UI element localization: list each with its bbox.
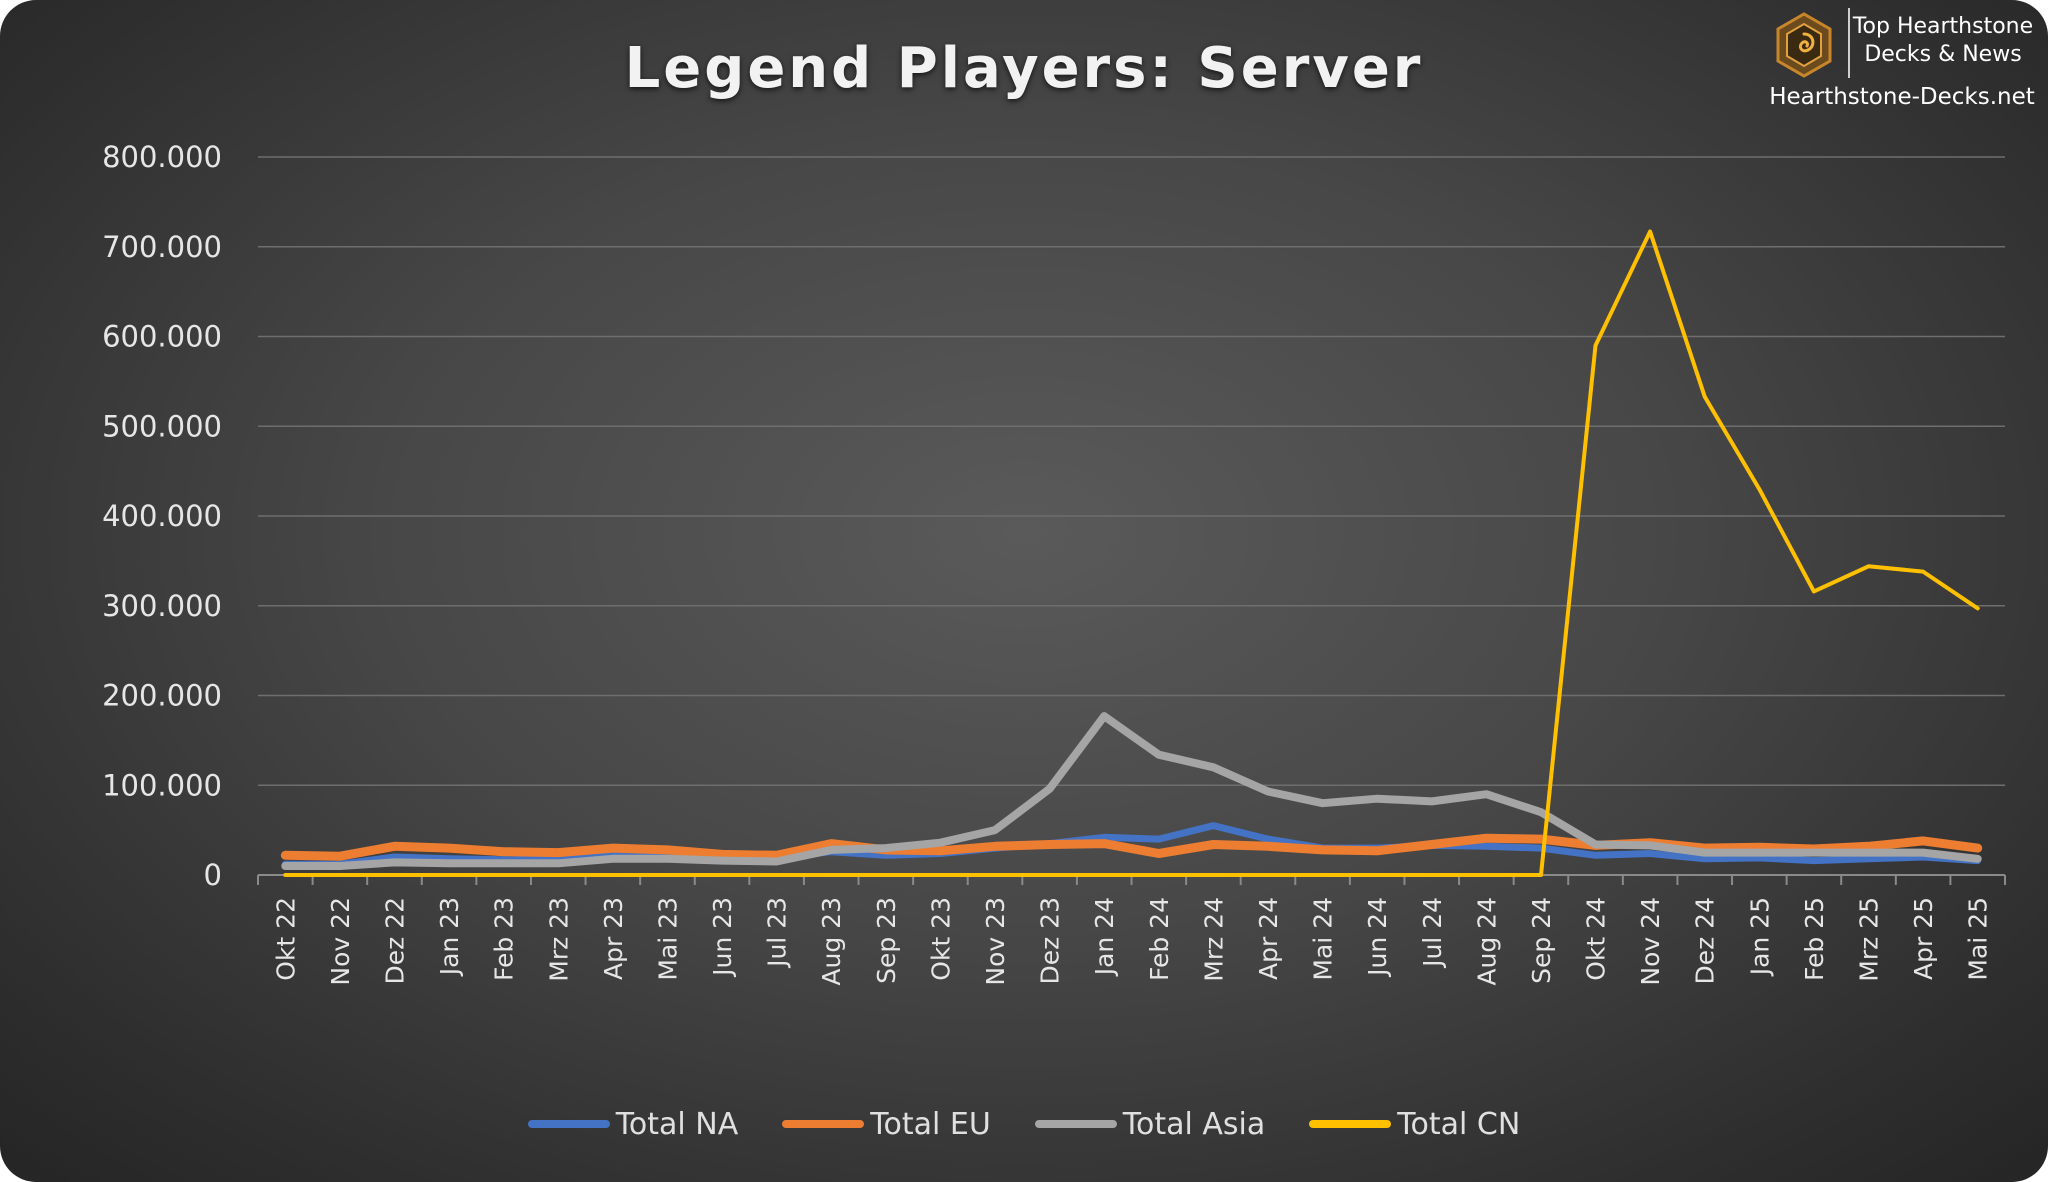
x-tick-label: Mai 24 [1309,897,1338,981]
x-tick-label: Mrz 23 [544,897,573,982]
y-axis: 0 100.000 200.000 300.000 400.000 500.000 600.… [102,140,222,892]
chart-title: Legend Players: Server [624,36,1424,101]
series-lines [280,229,1983,877]
y-tick-label: 300.000 [102,589,222,623]
legend-label: Total NA [615,1106,739,1142]
y-tick-label: 800.000 [102,140,222,174]
x-tick-label: Nov 22 [326,897,355,986]
y-tick-label: 400.000 [102,499,222,533]
x-tick-label: Feb 23 [490,897,519,981]
series-line-total-cn [283,229,1980,877]
legend-swatch [1309,1120,1392,1128]
x-tick-label: Aug 23 [817,897,846,986]
brand-website: Hearthstone-Decks.net [1769,84,2035,110]
x-tick-label: Okt 24 [1582,897,1611,981]
legend-label: Total CN [1397,1106,1521,1142]
brand-block: Top Hearthstone Decks & News Hearthstone… [1768,4,2038,116]
legend-item: Total CN [1309,1107,1520,1142]
series-line-total-asia [281,712,1982,870]
x-tick-label: Jan 23 [435,897,464,977]
x-tick-label: Mrz 25 [1855,897,1884,982]
x-tick-label: Apr 24 [1254,897,1283,980]
brand-tagline-2: Decks & News [1864,42,2022,67]
x-tick-label: Dez 24 [1691,897,1720,985]
series-line-total-eu [280,833,1983,861]
gridlines [258,156,2005,786]
x-tick-label: Mrz 24 [1199,897,1228,982]
x-tick-label: Dez 22 [380,897,409,985]
x-tick-label: Feb 24 [1145,897,1174,981]
legend-label: Total EU [870,1106,991,1142]
hearthstone-logo-icon [1776,12,1832,78]
y-tick-label: 500.000 [102,409,222,443]
x-tick-label: Jan 25 [1745,897,1774,977]
y-tick-label: 0 [204,858,222,892]
x-tick-label: Feb 25 [1800,897,1829,981]
x-tick-label: Nov 24 [1636,897,1665,986]
legend-item: Total Asia [1034,1106,1266,1142]
legend: Total NA Total EU Total Asia Total CN [0,1100,2048,1148]
brand-tagline-1: Top Hearthstone [1852,14,2034,39]
x-tick-label: Jul 24 [1418,897,1447,969]
x-tick-label: Dez 23 [1036,897,1065,985]
x-tick-label: Sep 24 [1527,897,1556,984]
x-tick-label: Aug 24 [1472,897,1501,986]
x-tick-label: Jul 23 [763,897,792,969]
y-tick-label: 200.000 [102,679,222,713]
legend-swatch [527,1120,610,1128]
x-tick-label: Jun 23 [708,897,737,978]
x-tick-label: Apr 23 [599,897,628,980]
x-axis: Okt 22 Nov 22 Dez 22 Jan 23 Feb 23 Mrz 23 Apr … [257,874,2006,986]
brand-divider [1848,8,1850,78]
x-tick-label: Mai 25 [1964,897,1993,981]
x-tick-label: Jan 24 [1090,897,1119,977]
x-tick-label: Mai 23 [653,897,682,981]
y-tick-label: 100.000 [102,768,222,802]
x-tick-label: Apr 25 [1909,897,1938,980]
y-tick-label: 600.000 [102,320,222,354]
y-tick-label: 700.000 [102,230,222,264]
legend-swatch [1034,1120,1117,1128]
legend-item: Total NA [527,1106,739,1142]
legend-swatch [782,1120,865,1128]
x-tick-label: Jun 24 [1363,897,1392,978]
x-tick-label: Sep 23 [872,897,901,984]
x-tick-label: Okt 23 [926,897,955,981]
legend-item: Total EU [782,1107,991,1142]
legend-label: Total Asia [1122,1106,1266,1142]
x-tick-label: Okt 22 [271,897,300,981]
x-tick-label: Nov 23 [981,897,1010,986]
